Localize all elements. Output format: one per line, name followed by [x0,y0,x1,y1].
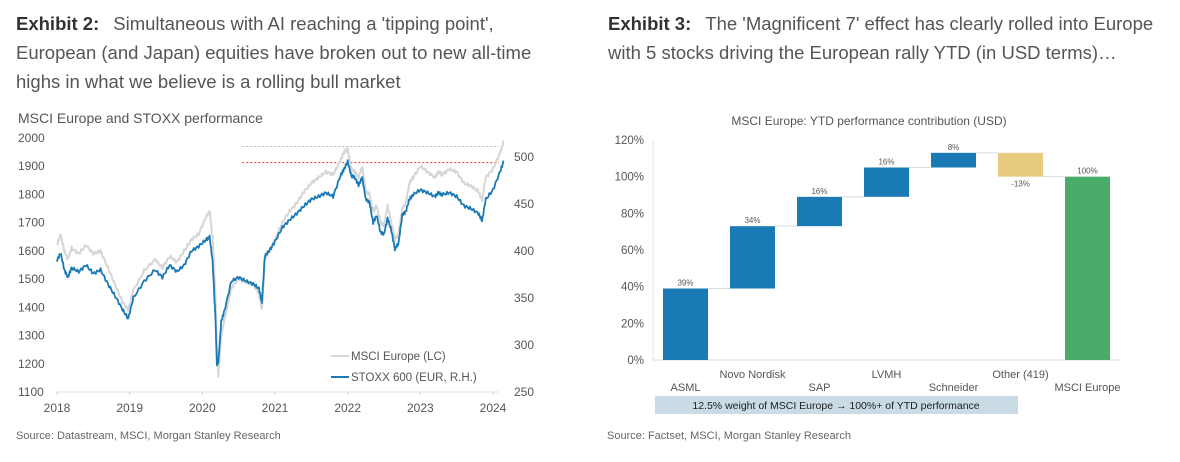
value-label: -13% [1011,180,1030,189]
waterfall-chart-ytd-contribution: MSCI Europe: YTD performance contributio… [615,114,1121,414]
y-right-tick-label: 400 [514,244,534,258]
bar-asml [663,288,708,360]
bar-msci-europe [1065,176,1110,360]
category-labels: ASML Novo Nordisk SAP LVMH Schneider Other (4… [671,369,1121,394]
bar-sap [797,196,842,227]
value-label: 16% [811,187,827,196]
value-label: 34% [744,216,760,225]
value-label: 100% [1077,167,1097,176]
y-tick-label: 100% [615,172,644,184]
y-tick-label: 120% [615,135,644,147]
legend: MSCI Europe (LC) STOXX 600 (EUR, R.H.) [331,351,477,384]
bar-novo-nordisk [730,226,775,289]
y-axis: 0% 20% 40% 60% 80% 100% 120% [615,135,1120,367]
y-axis-right: 500 450 400 350 300 250 [514,150,534,399]
legend-label-msci: MSCI Europe (LC) [351,351,446,363]
x-axis: 2018 2019 2020 2021 2022 2023 2024 [44,391,507,415]
annotation-box [655,396,1018,414]
series-group [56,139,505,378]
x-tick-label: 2018 [44,401,71,415]
exhibit-2-caption: Simultaneous with AI reaching a 'tipping… [16,13,532,92]
chart-title: MSCI Europe: YTD performance contributio… [731,114,1006,128]
exhibit-2-header: Exhibit 2: Simultaneous with AI reaching … [16,9,576,96]
y-left-tick-label: 1800 [18,187,45,201]
y-tick-label: 80% [621,208,644,220]
x-tick-label: 2024 [480,401,507,415]
exhibit-3-caption: The 'Magnificent 7' effect has clearly r… [608,13,1154,63]
y-tick-label: 0% [627,355,644,367]
legend-label-stoxx: STOXX 600 (EUR, R.H.) [351,372,477,384]
annotation-text: 12.5% weight of MSCI Europe → 100%+ of Y… [692,400,979,412]
y-left-tick-label: 1100 [18,385,44,399]
bar-lvmh [864,167,909,197]
y-tick-label: 60% [621,245,644,257]
series-line-stoxx-600 [56,159,505,367]
value-label: 39% [677,279,693,288]
y-left-tick-label: 1500 [18,272,45,286]
y-tick-label: 20% [621,318,644,330]
y-right-tick-label: 250 [514,385,534,399]
y-right-tick-label: 500 [514,150,534,164]
y-left-tick-label: 1300 [18,329,45,343]
y-left-tick-label: 1700 [18,216,45,230]
category-label: ASML [671,382,701,394]
series-line-msci-europe [56,139,505,378]
y-tick-label: 40% [621,282,644,294]
y-axis-left: 2000 1900 1800 1700 1600 1500 1400 1300 1200 1100 [18,131,45,399]
reference-lines [242,145,499,164]
source-note-exhibit-3: Source: Factset, MSCI, Morgan Stanley Re… [607,430,851,442]
chart-title: MSCI Europe and STOXX performance [18,110,263,126]
exhibit-3-label: Exhibit 3: [608,13,692,34]
value-label: 8% [948,143,960,152]
category-label: Schneider [929,382,979,394]
x-tick-label: 2020 [189,401,216,415]
category-label: Novo Nordisk [719,369,786,381]
category-label: MSCI Europe [1054,382,1120,394]
x-tick-label: 2022 [334,401,361,415]
bars-group: 39% 34% 16% 16% 8% -13% 100% [663,143,1110,360]
exhibit-2-label: Exhibit 2: [16,13,100,34]
value-label: 16% [878,158,894,167]
y-left-tick-label: 1200 [18,357,45,371]
y-right-tick-label: 350 [514,291,534,305]
x-tick-label: 2023 [407,401,434,415]
x-tick-label: 2021 [262,401,289,415]
category-label: LVMH [872,369,902,381]
y-left-tick-label: 1400 [18,300,45,314]
bar-other-419 [998,152,1043,177]
exhibit-3-header: Exhibit 3: The 'Magnificent 7' effect has… [608,9,1168,67]
source-note-exhibit-2: Source: Datastream, MSCI, Morgan Stanley… [16,430,281,442]
category-label: Other (419) [992,369,1048,381]
category-label: SAP [808,382,830,394]
line-chart-msci-stoxx: MSCI Europe and STOXX performance 2000 19… [18,110,534,415]
y-left-tick-label: 1900 [18,159,45,173]
y-right-tick-label: 450 [514,197,534,211]
y-right-tick-label: 300 [514,338,534,352]
bar-schneider [931,152,976,168]
y-left-tick-label: 1600 [18,244,45,258]
y-left-tick-label: 2000 [18,131,45,145]
x-tick-label: 2019 [116,401,143,415]
